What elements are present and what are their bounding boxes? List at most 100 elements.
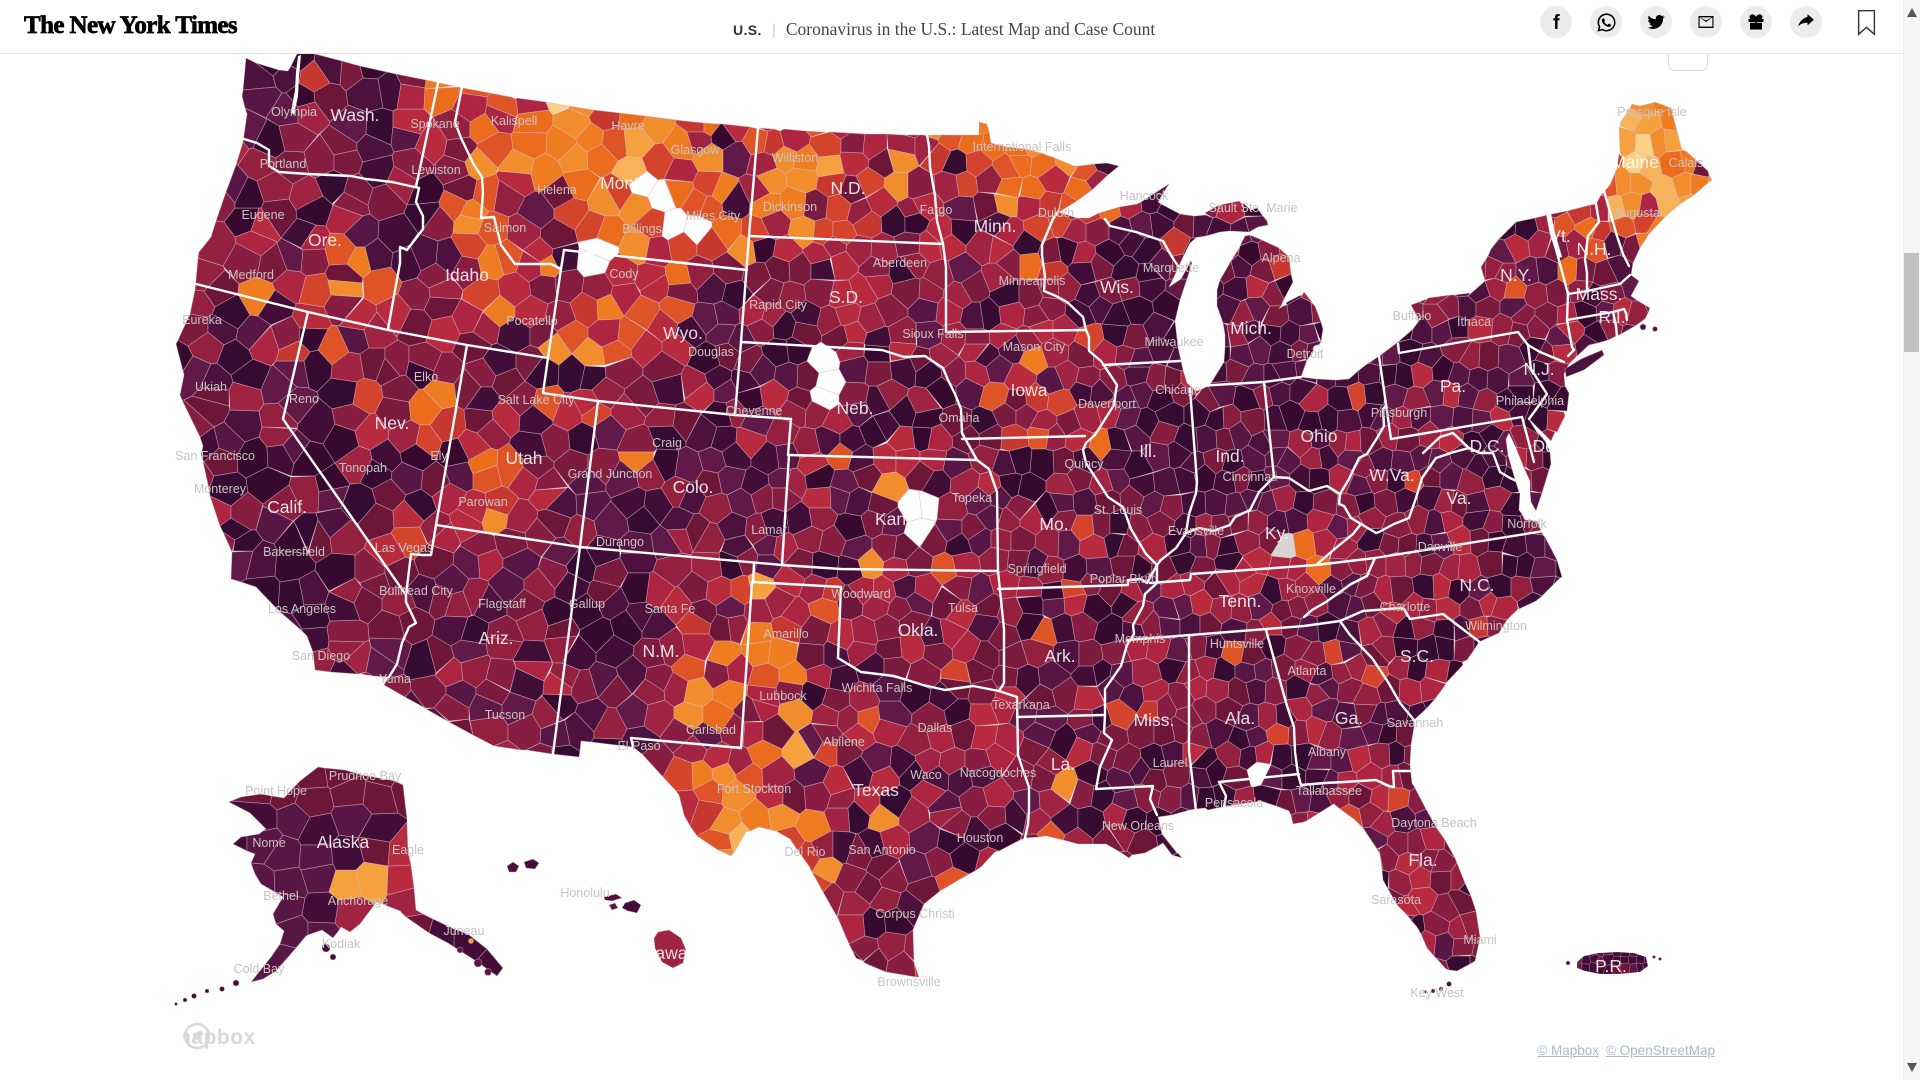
svg-text:Wilmington: Wilmington (1465, 619, 1527, 633)
svg-text:N.D.: N.D. (831, 178, 866, 198)
svg-text:Corpus Christi: Corpus Christi (875, 907, 954, 921)
svg-text:Eureka: Eureka (182, 313, 222, 327)
svg-text:Cold Bay: Cold Bay (234, 962, 285, 976)
svg-text:San Francisco: San Francisco (175, 449, 255, 463)
svg-text:Eagle: Eagle (392, 843, 424, 857)
svg-text:Detroit: Detroit (1287, 347, 1324, 361)
svg-text:Yuma: Yuma (379, 672, 411, 686)
svg-text:S.C.: S.C. (1400, 646, 1434, 666)
svg-text:Sioux Falls: Sioux Falls (902, 327, 963, 341)
svg-text:Calif.: Calif. (267, 497, 307, 517)
svg-text:Wis.: Wis. (1100, 277, 1134, 297)
svg-text:Brownsville: Brownsville (877, 975, 940, 989)
svg-text:Aberdeen: Aberdeen (873, 256, 927, 270)
svg-text:Atlanta: Atlanta (1288, 664, 1327, 678)
svg-text:Houston: Houston (957, 831, 1004, 845)
svg-text:Kalispell: Kalispell (491, 114, 538, 128)
svg-text:Hancock: Hancock (1120, 189, 1169, 203)
svg-text:Vt.: Vt. (1549, 226, 1570, 246)
svg-text:Omaha: Omaha (939, 411, 980, 425)
svg-text:San Diego: San Diego (292, 649, 350, 663)
svg-text:Mass.: Mass. (1576, 284, 1623, 304)
svg-text:Va.: Va. (1447, 488, 1472, 508)
svg-text:Pensacola: Pensacola (1205, 796, 1263, 810)
svg-text:Albany: Albany (1308, 745, 1347, 759)
svg-text:N.M.: N.M. (643, 641, 680, 661)
svg-text:Springfield: Springfield (1007, 562, 1066, 576)
svg-text:Los Angeles: Los Angeles (268, 602, 336, 616)
svg-text:Anchorage: Anchorage (328, 894, 389, 908)
svg-text:Mo.: Mo. (1039, 514, 1068, 534)
svg-text:Bakersfield: Bakersfield (263, 545, 325, 559)
svg-text:Daytona Beach: Daytona Beach (1391, 816, 1477, 830)
svg-text:Medford: Medford (228, 268, 274, 282)
svg-text:Duluth: Duluth (1038, 206, 1074, 220)
svg-text:Spokane: Spokane (410, 117, 459, 131)
svg-text:Fla.: Fla. (1408, 850, 1437, 870)
svg-text:Topeka: Topeka (952, 491, 992, 505)
svg-text:Ukiah: Ukiah (195, 380, 227, 394)
svg-text:Maine: Maine (1611, 152, 1659, 172)
svg-text:Milwaukee: Milwaukee (1144, 335, 1203, 349)
svg-text:Chicago: Chicago (1155, 383, 1201, 397)
svg-text:Cheyenne: Cheyenne (726, 404, 783, 418)
svg-text:Ore.: Ore. (308, 230, 342, 250)
svg-text:Woodward: Woodward (831, 587, 891, 601)
svg-text:W.Va.: W.Va. (1369, 465, 1414, 485)
svg-text:Laurel: Laurel (1153, 756, 1188, 770)
svg-text:Ill.: Ill. (1139, 441, 1157, 461)
svg-text:N.C.: N.C. (1460, 575, 1495, 595)
svg-text:Juneau: Juneau (443, 924, 484, 938)
svg-text:Tulsa: Tulsa (948, 601, 978, 615)
svg-text:Minn.: Minn. (974, 216, 1017, 236)
svg-text:Miles City: Miles City (686, 209, 741, 223)
svg-text:Grand Junction: Grand Junction (568, 467, 653, 481)
svg-text:International Falls: International Falls (973, 140, 1072, 154)
svg-text:Abilene: Abilene (823, 735, 865, 749)
svg-text:La.: La. (1051, 754, 1075, 774)
svg-text:Salmon: Salmon (484, 221, 526, 235)
svg-text:Sarasota: Sarasota (1371, 893, 1421, 907)
svg-text:Buffalo: Buffalo (1393, 309, 1432, 323)
svg-text:New Orleans: New Orleans (1102, 819, 1174, 833)
svg-text:Salt Lake City: Salt Lake City (497, 393, 575, 407)
svg-text:Parowan: Parowan (458, 495, 507, 509)
svg-text:mapbox: mapbox (183, 1026, 256, 1049)
svg-text:Lamar: Lamar (751, 523, 786, 537)
svg-text:Mich.: Mich. (1230, 318, 1272, 338)
svg-text:Glasgow: Glasgow (671, 143, 721, 157)
svg-text:Pocatello: Pocatello (506, 314, 557, 328)
svg-text:Huntsville: Huntsville (1210, 637, 1264, 651)
svg-text:San Antonio: San Antonio (848, 843, 915, 857)
svg-text:Craig: Craig (652, 436, 682, 450)
svg-text:Presque Isle: Presque Isle (1617, 105, 1687, 119)
svg-text:Kodiak: Kodiak (322, 937, 361, 951)
svg-text:Williston: Williston (772, 151, 819, 165)
svg-text:Eugene: Eugene (241, 208, 284, 222)
svg-text:Dallas: Dallas (918, 721, 953, 735)
svg-text:Billings: Billings (622, 222, 662, 236)
svg-text:Prudhoe Bay: Prudhoe Bay (329, 769, 402, 783)
svg-text:Ely: Ely (430, 449, 448, 463)
svg-text:Danville: Danville (1418, 540, 1463, 554)
svg-text:Norfolk: Norfolk (1507, 517, 1547, 531)
svg-text:R.I.: R.I. (1598, 307, 1625, 327)
svg-text:Minneapolis: Minneapolis (999, 274, 1066, 288)
svg-text:Las Vegas: Las Vegas (375, 541, 433, 555)
svg-text:Ark.: Ark. (1044, 646, 1075, 666)
svg-text:Philadelphia: Philadelphia (1496, 394, 1564, 408)
svg-text:Del.: Del. (1532, 436, 1563, 456)
svg-text:Augusta: Augusta (1614, 206, 1660, 220)
svg-text:Rapid City: Rapid City (749, 298, 807, 312)
svg-text:Monterey: Monterey (194, 482, 247, 496)
svg-text:Ithaca: Ithaca (1457, 315, 1491, 329)
svg-text:Marquette: Marquette (1143, 261, 1199, 275)
svg-text:Lewiston: Lewiston (411, 163, 460, 177)
svg-text:Bethel: Bethel (263, 889, 298, 903)
svg-text:Ala.: Ala. (1225, 708, 1255, 728)
svg-text:Mason City: Mason City (1003, 340, 1066, 354)
svg-text:Lubbock: Lubbock (759, 689, 807, 703)
svg-text:Tucson: Tucson (485, 708, 526, 722)
svg-text:Durango: Durango (596, 535, 644, 549)
svg-text:Pa.: Pa. (1440, 376, 1466, 396)
